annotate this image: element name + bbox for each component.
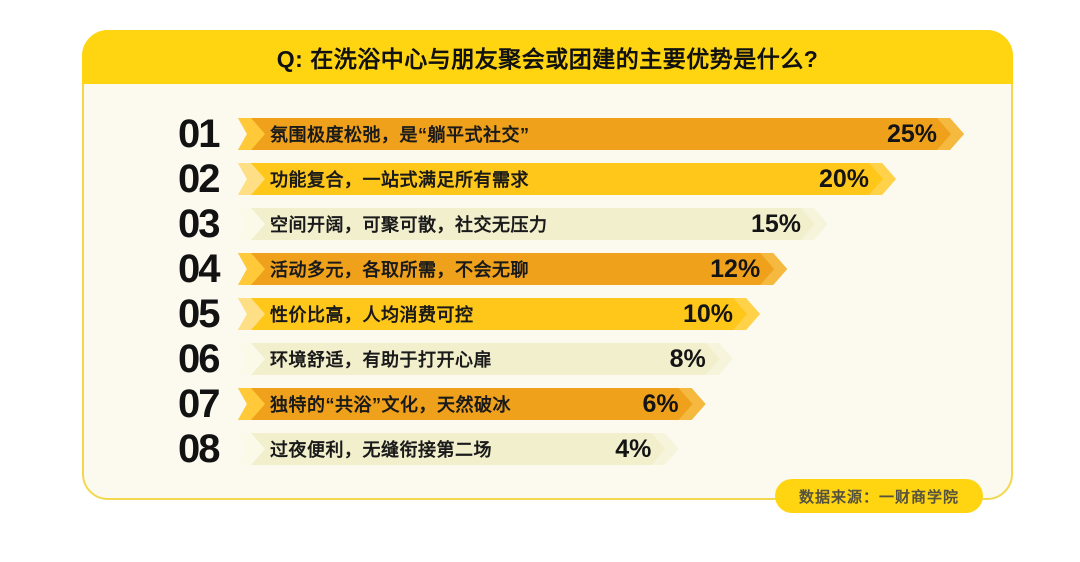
rank-label: 08 <box>178 427 221 471</box>
bar-label: 性价比高，人均消费可控 <box>270 305 474 325</box>
bar-tip-chevron <box>706 343 733 375</box>
bar-left-chevron <box>238 298 265 330</box>
bar-left-chevron <box>238 388 265 420</box>
bar-value: 15% <box>750 209 801 238</box>
rank-label: 07 <box>178 382 221 426</box>
bar-left-chevron <box>238 253 265 285</box>
bar-left-chevron <box>238 208 265 240</box>
bar-row: 07 独特的“共浴”文化，天然破冰 6% <box>178 382 1011 426</box>
bar-row: 05 性价比高，人均消费可控 10% <box>178 292 1011 336</box>
bar-value: 10% <box>682 299 733 328</box>
bar-tip-chevron <box>760 253 787 285</box>
bar-tip-chevron <box>801 208 828 240</box>
rank-label: 06 <box>178 337 221 381</box>
rank-label: 04 <box>178 247 221 291</box>
bar-left-chevron <box>238 118 265 150</box>
rank-label: 01 <box>178 112 221 156</box>
bar-label: 环境舒适，有助于打开心扉 <box>270 350 492 370</box>
bar-label: 功能复合，一站式满足所有需求 <box>270 170 529 190</box>
bar-row: 01 氛围极度松弛，是“躺平式社交” 25% <box>178 112 1011 156</box>
bar-label: 活动多元，各取所需，不会无聊 <box>270 260 529 280</box>
chart-title: Q: 在洗浴中心与朋友聚会或团建的主要优势是什么? <box>276 46 819 72</box>
bar-tip-chevron <box>733 298 760 330</box>
bar-value: 6% <box>642 389 679 418</box>
rank-label: 02 <box>178 157 221 201</box>
survey-card: Q: 在洗浴中心与朋友聚会或团建的主要优势是什么? 01 氛围极度松弛，是“躺平式… <box>82 30 1013 513</box>
rank-label: 03 <box>178 202 221 246</box>
bar: 空间开阔，可聚可散，社交无压力 15% <box>238 208 828 240</box>
bar-tip-chevron <box>937 118 964 150</box>
bar-row: 03 空间开阔，可聚可散，社交无压力 15% <box>178 202 1011 246</box>
bar-row: 04 活动多元，各取所需，不会无聊 12% <box>178 247 1011 291</box>
bar-label: 过夜便利，无缝衔接第二场 <box>270 440 492 460</box>
bar-rows: 01 氛围极度松弛，是“躺平式社交” 25% 02 功能复合，一站式满足所有需求 20% 0… <box>84 84 1011 498</box>
card-header: Q: 在洗浴中心与朋友聚会或团建的主要优势是什么? <box>82 30 1013 84</box>
bar-left-chevron <box>238 163 265 195</box>
bar: 独特的“共浴”文化，天然破冰 6% <box>238 388 706 420</box>
bar-value: 12% <box>710 254 761 283</box>
bar-row: 02 功能复合，一站式满足所有需求 20% <box>178 157 1011 201</box>
bar-value: 25% <box>886 119 937 148</box>
bar-label: 独特的“共浴”文化，天然破冰 <box>270 395 511 415</box>
bar-row: 06 环境舒适，有助于打开心扉 8% <box>178 337 1011 381</box>
bar: 氛围极度松弛，是“躺平式社交” 25% <box>238 118 964 150</box>
bar-tip-chevron <box>869 163 896 195</box>
rank-label: 05 <box>178 292 221 336</box>
bar-label: 氛围极度松弛，是“躺平式社交” <box>270 125 530 145</box>
bar-value: 4% <box>615 434 652 463</box>
bar-tip-chevron <box>679 388 706 420</box>
bar-left-chevron <box>238 343 265 375</box>
bar-label: 空间开阔，可聚可散，社交无压力 <box>270 215 548 235</box>
bar: 过夜便利，无缝衔接第二场 4% <box>238 433 678 465</box>
bar: 性价比高，人均消费可控 10% <box>238 298 760 330</box>
bar: 环境舒适，有助于打开心扉 8% <box>238 343 733 375</box>
source-pill: 数据来源：一财商学院 <box>774 479 983 513</box>
bar-value: 8% <box>669 344 706 373</box>
bar: 活动多元，各取所需，不会无聊 12% <box>238 253 787 285</box>
bar-row: 08 过夜便利，无缝衔接第二场 4% <box>178 427 1011 471</box>
bar: 功能复合，一站式满足所有需求 20% <box>238 163 896 195</box>
source-label: 数据来源：一财商学院 <box>798 488 959 506</box>
bar-tip-chevron <box>651 433 678 465</box>
bar-value: 20% <box>818 164 869 193</box>
bar-left-chevron <box>238 433 265 465</box>
